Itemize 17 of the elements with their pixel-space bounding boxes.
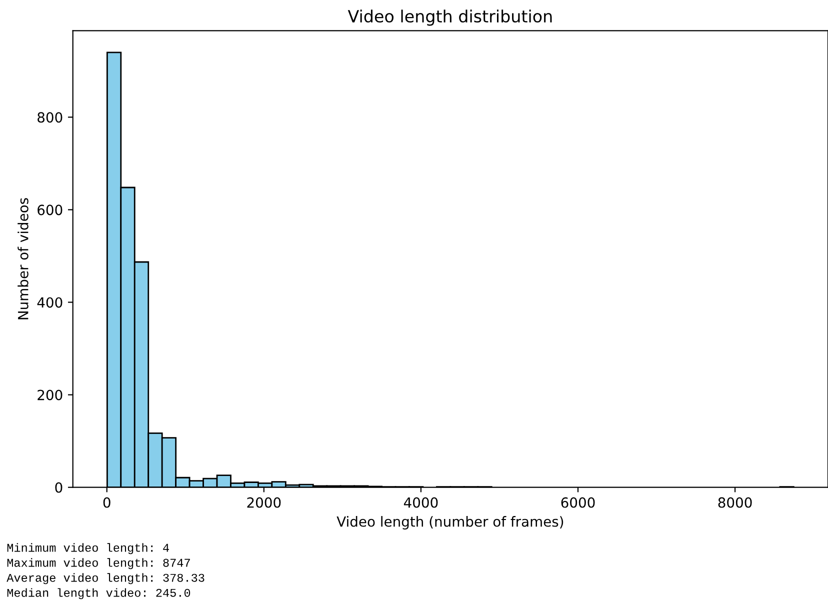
text: Median length video: 245.0 [7,588,190,600]
x-tick-label: 0 [103,497,110,508]
y-tick-label: 400 [37,297,62,308]
y-tick-label: 800 [38,112,62,123]
x-axis-title: Video length (number of frames) [336,516,564,530]
x-tick-label: 4000 [404,497,438,508]
x-tick-label: 6000 [561,497,595,508]
text: Average video length: 378.33 [6,573,204,584]
text: Maximum video length: 8747 [7,558,190,570]
y-tick-label: 600 [38,204,62,216]
x-tick-label: 8000 [718,497,752,508]
y-axis-title: Number of videos [18,198,28,320]
y-tick-label: 200 [38,390,62,400]
x-tick-label: 2000 [247,497,281,508]
text: Minimum video length: 4 [7,543,169,554]
chart-title: Video length distribution [348,10,552,26]
y-tick-label: 0 [55,482,62,493]
